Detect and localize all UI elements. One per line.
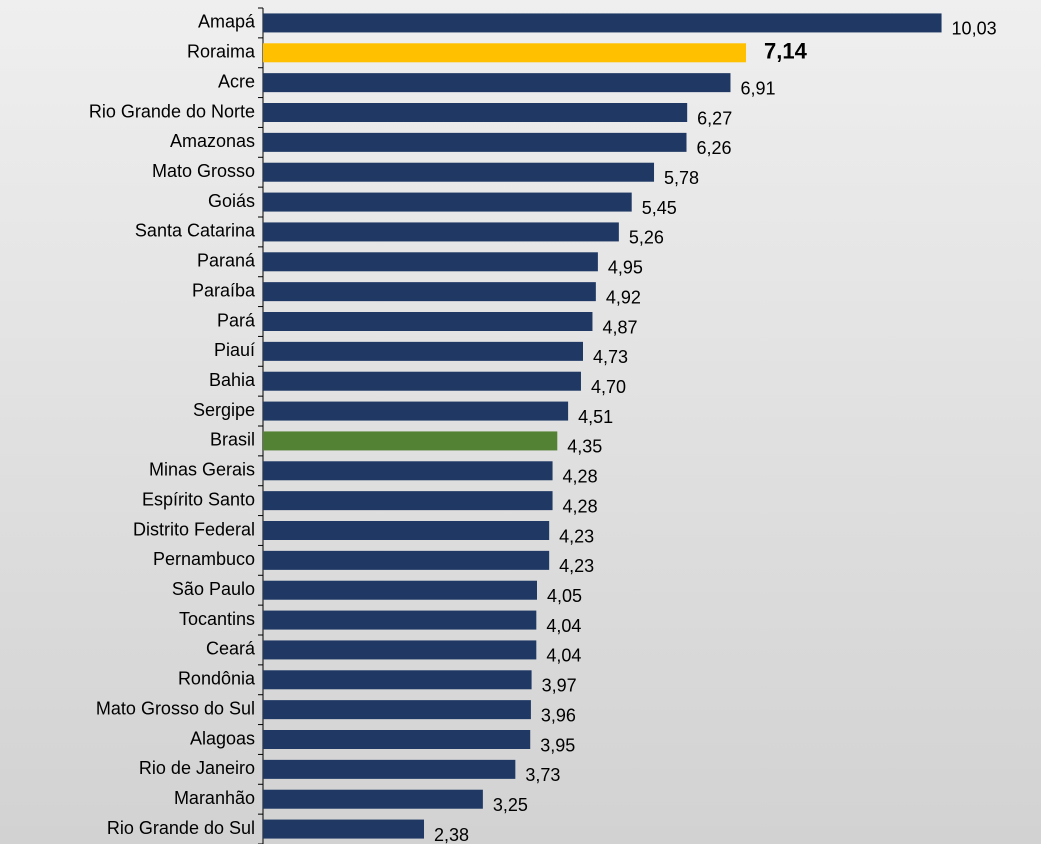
y-tick-label: Minas Gerais [149, 460, 255, 480]
y-tick-label: Pernambuco [153, 549, 255, 569]
y-tick-label: Rio Grande do Sul [107, 818, 255, 838]
y-tick-label: Rondônia [178, 669, 256, 689]
y-tick-label: Roraima [187, 42, 256, 62]
value-label: 4,23 [559, 526, 594, 546]
value-label: 4,28 [563, 496, 598, 516]
bar [263, 13, 942, 33]
y-tick-label: Acre [218, 71, 255, 91]
bar [263, 789, 483, 809]
bar [263, 461, 553, 481]
bar [263, 730, 531, 749]
y-tick-label: São Paulo [172, 579, 255, 599]
y-tick-label: Santa Catarina [135, 221, 256, 241]
value-label: 4,92 [606, 287, 641, 307]
value-label: 10,03 [952, 19, 997, 39]
value-label: 6,27 [697, 108, 732, 128]
value-label: 4,23 [559, 556, 594, 576]
value-label: 4,51 [578, 407, 613, 427]
bar [263, 312, 593, 331]
y-tick-label: Piauí [214, 340, 255, 360]
value-label: 4,87 [602, 317, 637, 337]
y-tick-label: Mato Grosso do Sul [96, 698, 255, 718]
value-label: 3,73 [525, 765, 560, 785]
y-tick-label: Pará [217, 310, 256, 330]
bar [263, 550, 550, 570]
value-label: 3,96 [541, 705, 576, 725]
bar [263, 252, 598, 272]
bar [263, 610, 537, 630]
bar [263, 132, 687, 152]
bar [263, 491, 553, 511]
y-tick-label: Sergipe [193, 400, 255, 420]
value-label: 3,95 [540, 735, 575, 755]
bar [263, 670, 532, 690]
value-label: 4,04 [546, 646, 581, 666]
y-tick-label: Rio de Janeiro [139, 758, 255, 778]
y-tick-label: Distrito Federal [133, 519, 255, 539]
bar [263, 282, 596, 302]
bar [263, 43, 747, 63]
y-tick-label: Goiás [208, 191, 255, 211]
bar [263, 759, 516, 779]
y-tick-label: Paraíba [192, 280, 256, 300]
bar [263, 521, 550, 540]
bar [263, 401, 569, 421]
value-label: 4,28 [563, 467, 598, 487]
y-tick-label: Alagoas [190, 728, 255, 748]
value-label: 5,26 [629, 228, 664, 248]
value-label: 4,73 [593, 347, 628, 367]
y-tick-label: Tocantins [179, 609, 255, 629]
y-tick-label: Brasil [210, 430, 255, 450]
y-tick-label: Espírito Santo [142, 489, 255, 509]
value-label: 6,91 [740, 78, 775, 98]
bar [263, 162, 655, 182]
bar [263, 580, 537, 600]
bar [263, 192, 632, 212]
y-tick-label: Amazonas [170, 131, 255, 151]
bar [263, 700, 531, 720]
value-label: 5,78 [664, 168, 699, 188]
value-label: 3,97 [542, 676, 577, 696]
bar [263, 341, 583, 361]
bar [263, 73, 731, 93]
y-tick-label: Amapá [198, 12, 256, 32]
y-tick-label: Rio Grande do Norte [89, 101, 255, 121]
y-tick-label: Maranhão [174, 788, 255, 808]
value-label: 5,45 [642, 198, 677, 218]
bar [263, 431, 558, 451]
y-tick-label: Paraná [197, 251, 256, 271]
value-label: 2,38 [434, 825, 469, 844]
value-label: 4,70 [591, 377, 626, 397]
bar [263, 103, 688, 122]
bar [263, 819, 425, 839]
value-label: 4,05 [547, 586, 582, 606]
bar [263, 640, 537, 660]
value-label: 4,95 [608, 258, 643, 278]
value-label: 6,26 [697, 138, 732, 158]
y-tick-label: Mato Grosso [152, 161, 255, 181]
value-label: 4,35 [567, 437, 602, 457]
value-label: 3,25 [493, 795, 528, 815]
bar [263, 371, 581, 391]
y-tick-label: Bahia [209, 370, 256, 390]
value-label: 7,14 [764, 39, 808, 64]
value-label: 4,04 [546, 616, 581, 636]
bar [263, 222, 619, 242]
y-tick-label: Ceará [206, 639, 256, 659]
